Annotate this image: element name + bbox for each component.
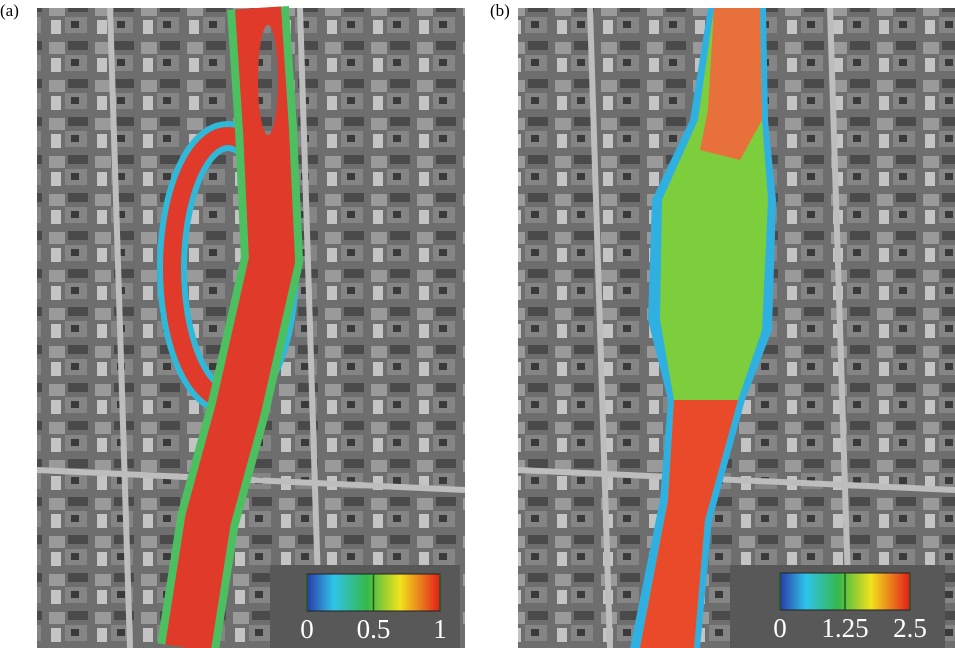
colorbar-tick-label: 0 xyxy=(773,613,787,643)
figure: (a) (b) 0 0.5 1 0 1.25 2.5 xyxy=(0,0,955,648)
island xyxy=(258,25,278,135)
panel-b: (b) xyxy=(490,1,955,648)
colorbar-tick-label: 2.5 xyxy=(893,613,927,643)
colorbar-tick-label: 1 xyxy=(433,614,447,644)
colorbar-tick-label: 0 xyxy=(300,614,314,644)
panel-a: (a) xyxy=(0,1,465,648)
panel-label: (b) xyxy=(490,1,510,20)
colorbar-tick-label: 0.5 xyxy=(357,614,391,644)
panel-label: (a) xyxy=(0,1,19,20)
colorbar-tick-label: 1.25 xyxy=(821,613,868,643)
